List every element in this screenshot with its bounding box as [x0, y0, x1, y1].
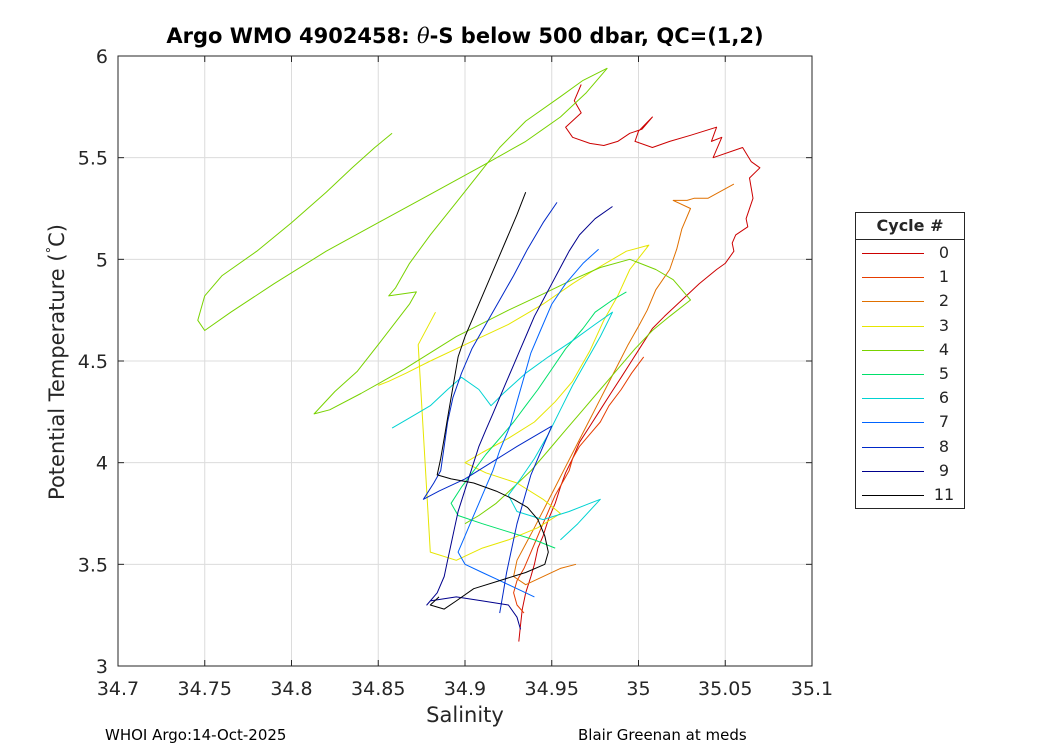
- legend-swatch: [862, 325, 924, 327]
- y-tick-label: 6: [96, 46, 108, 68]
- series-lines: [197, 67, 761, 642]
- legend-label: 0: [938, 243, 950, 262]
- series-line-cycle-1: [513, 356, 645, 614]
- series-line-cycle-7: [457, 248, 599, 598]
- axis-ticks: 34.7 34.75 34.8 34.85 34.9 34.95 35 35.05 35.1 3 3…: [78, 46, 833, 700]
- legend-item: 6: [856, 386, 964, 410]
- series-line-cycle-6: [391, 311, 613, 541]
- series-line-cycle-4: [313, 67, 691, 525]
- legend-swatch: [862, 277, 924, 279]
- legend-label: 1: [938, 267, 950, 287]
- x-tick-label: 34.75: [178, 678, 232, 700]
- legend: Cycle # 0 1 2 3 4 5 6 7 8 9 11: [855, 212, 965, 510]
- legend-swatch: [862, 301, 924, 303]
- series-line-cycle-5: [450, 291, 627, 549]
- y-tick-label: 4: [96, 453, 108, 475]
- legend-item: 11: [856, 483, 964, 507]
- y-tick-label: 5.5: [78, 148, 108, 170]
- x-tick-label: 34.85: [351, 678, 405, 700]
- legend-item: 4: [856, 338, 964, 362]
- series-line-cycle-0: [518, 84, 761, 642]
- legend-items: 0 1 2 3 4 5 6 7 8 9 11: [856, 240, 964, 508]
- legend-label: 6: [938, 388, 950, 408]
- legend-title: Cycle #: [856, 213, 964, 240]
- series-line-cycle-4: [197, 67, 608, 331]
- legend-item: 1: [856, 265, 964, 289]
- legend-swatch: [862, 349, 924, 351]
- legend-item: 9: [856, 459, 964, 483]
- y-tick-label: 5: [96, 249, 108, 271]
- legend-swatch: [862, 494, 924, 496]
- x-tick-label: 34.7: [97, 678, 139, 700]
- legend-swatch: [862, 253, 924, 254]
- series-line-cycle-8: [422, 202, 558, 614]
- legend-label: 2: [938, 291, 950, 311]
- x-tick-label: 34.9: [444, 678, 486, 700]
- y-axis-label: Potential Temperature (°C): [45, 224, 69, 500]
- theta-symbol: θ: [416, 24, 430, 48]
- footer-source: WHOI Argo:14-Oct-2025: [105, 726, 287, 744]
- legend-item: 5: [856, 362, 964, 386]
- legend-swatch: [862, 446, 924, 448]
- legend-item: 2: [856, 289, 964, 313]
- legend-swatch: [862, 470, 924, 472]
- legend-label: 11: [933, 484, 955, 504]
- x-axis-label: Salinity: [426, 703, 504, 727]
- legend-label: 5: [938, 363, 950, 383]
- series-line-cycle-11: [429, 192, 549, 610]
- legend-swatch: [862, 422, 924, 424]
- legend-swatch: [862, 398, 924, 400]
- x-tick-label: 35: [626, 678, 650, 700]
- y-tick-label: 4.5: [78, 351, 108, 373]
- legend-item: 0: [856, 241, 964, 265]
- legend-label: 4: [938, 339, 950, 359]
- legend-label: 9: [938, 460, 950, 480]
- legend-item: 3: [856, 314, 964, 338]
- x-tick-label: 34.8: [270, 678, 312, 700]
- series-line-cycle-3: [378, 244, 650, 561]
- legend-label: 7: [938, 412, 950, 432]
- legend-item: 7: [856, 410, 964, 434]
- legend-label: 8: [938, 436, 950, 456]
- series-line-cycle-9: [426, 206, 613, 630]
- legend-item: 8: [856, 435, 964, 459]
- y-tick-label: 3.5: [78, 554, 108, 576]
- x-tick-label: 34.95: [525, 678, 579, 700]
- footer-author: Blair Greenan at meds: [578, 726, 747, 744]
- chart-title: Argo WMO 4902458: θ-S below 500 dbar, QC…: [166, 24, 764, 48]
- grid-lines: [118, 56, 812, 666]
- legend-label: 3: [938, 315, 950, 335]
- y-tick-label: 3: [96, 656, 108, 678]
- x-tick-label: 35.1: [791, 678, 833, 700]
- x-tick-label: 35.05: [698, 678, 752, 700]
- legend-swatch: [862, 373, 924, 375]
